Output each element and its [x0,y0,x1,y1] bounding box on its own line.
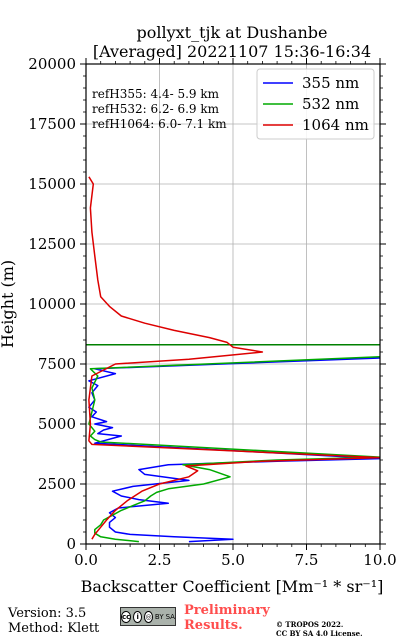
cc-badge-by-label: BY [154,612,164,621]
legend-label: 532 nm [302,95,359,113]
ref-height-annotation: refH1064: 6.0- 7.1 km [92,117,227,131]
y-tick-label: 7500 [38,355,76,373]
sa-icon: ◎ [144,610,153,623]
x-tick-label: 10.0 [363,551,396,569]
y-tick-label: 15000 [28,175,76,193]
y-tick-label: 20000 [28,55,76,73]
y-axis-label: Height (m) [0,260,17,348]
copyright-line1: © TROPOS 2022. [276,620,344,629]
series-lines [86,176,380,543]
by-icon: i [133,610,143,623]
preliminary-line1: Preliminary [184,603,270,618]
y-tick-label: 2500 [38,475,76,493]
x-tick-label: 5.0 [221,551,245,569]
chart-title-line2: [Averaged] 20221107 15:36-16:34 [93,42,371,61]
chart-title-line1: pollyxt_tjk at Dushanbe [136,23,327,42]
preliminary-line2: Results. [184,618,243,633]
x-tick-label: 7.5 [295,551,319,569]
preliminary-notice: Preliminary Results. [184,603,270,633]
x-tick-label: 2.5 [148,551,172,569]
y-tick-label: 10000 [28,295,76,313]
legend-label: 355 nm [302,74,359,92]
cc-badge-sa-label: SA [165,612,175,621]
cc-license-badge: cc i ◎ BY SA [120,607,176,626]
footer-info: Version: 3.5 Method: Klett [8,606,99,636]
legend-box [256,68,375,140]
cc-icon: cc [121,610,132,623]
copyright-notice: © TROPOS 2022. CC BY SA 4.0 License. [276,620,363,638]
series-line-2 [88,176,380,540]
ref-height-annotation: refH532: 6.2- 6.9 km [92,102,220,116]
series-line-1 [88,356,380,543]
legend-label: 1064 nm [302,116,369,134]
ref-height-annotation: refH355: 4.4- 5.9 km [92,87,220,101]
series-group [86,176,380,543]
y-tick-label: 17500 [28,115,76,133]
copyright-line2: CC BY SA 4.0 License. [276,629,363,638]
method-text: Method: Klett [8,621,100,636]
y-tick-label: 12500 [28,235,76,253]
ticks-group: 0.0 2.5 5.0 7.5 10.0 0 2500 5000 7500 10000 12500 1… [28,55,396,569]
y-tick-label: 0 [66,535,76,553]
y-tick-label: 5000 [38,415,76,433]
legend: 355 nm 532 nm 1064 nm [256,68,375,140]
x-tick-label: 0.0 [74,551,98,569]
backscatter-chart: pollyxt_tjk at Dushanbe [Averaged] 20221… [0,23,397,596]
version-text: Version: 3.5 [8,606,87,621]
x-axis-label: Backscatter Coefficient [Mm⁻¹ * sr⁻¹] [81,577,384,596]
